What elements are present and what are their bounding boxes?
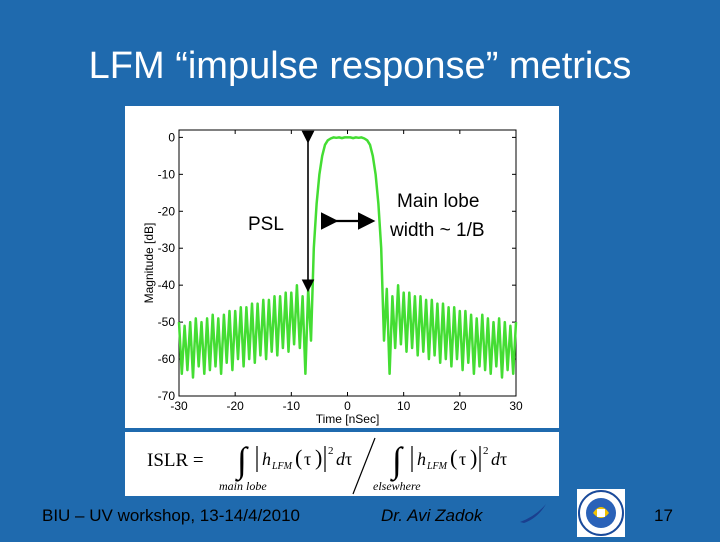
x-tick-label: 30 [509, 399, 523, 413]
footer-workshop: BIU – UV workshop, 13-14/4/2010 [42, 506, 300, 525]
fraction-slash [352, 437, 376, 495]
x-axis-label: Time [nSec] [316, 412, 380, 426]
y-tick-label: -50 [158, 315, 176, 329]
svg-text:τ: τ [500, 449, 507, 469]
slide-title: LFM “impulse response” metrics [88, 45, 632, 87]
impulse-response-chart: -30 -20 -10 0 10 20 30 0 -10 -20 -30 -40 -50 -60 -70 Ti… [142, 129, 523, 426]
numerator-integral: ∫ h LFM ( τ ) 2 d τ [235, 440, 352, 482]
y-axis-label: Magnitude [dB] [142, 223, 156, 304]
y-tick-label: 0 [168, 130, 175, 144]
denominator-integral: ∫ h LFM ( τ ) 2 d τ [390, 440, 507, 482]
svg-text:LFM: LFM [426, 461, 448, 472]
svg-text:h: h [417, 449, 426, 469]
x-tick-label: 20 [453, 399, 467, 413]
svg-text:): ) [470, 445, 477, 470]
svg-text:τ: τ [304, 449, 311, 469]
swoosh-icon [520, 504, 546, 523]
plot-frame [178, 129, 517, 397]
svg-text:τ: τ [345, 449, 352, 469]
svg-text:LFM: LFM [271, 461, 293, 472]
islr-formula-panel: ISLR = ∫ h LFM ( τ ) 2 d τ main lobe ∫ h… [125, 432, 559, 496]
denominator-subscript: elsewhere [373, 479, 421, 493]
svg-text:(: ( [295, 445, 302, 470]
svg-text:∫: ∫ [235, 440, 249, 482]
svg-text:∫: ∫ [390, 440, 404, 482]
main-lobe-label-line2: width ~ 1/B [390, 220, 485, 241]
y-tick-label: -70 [158, 389, 176, 403]
y-tick-label: -30 [158, 241, 176, 255]
x-tick-label: -10 [283, 399, 301, 413]
plot-panel: -30 -20 -10 0 10 20 30 0 -10 -20 -30 -40 -50 -60 -70 Ti… [125, 106, 559, 428]
page-number: 17 [654, 506, 673, 525]
svg-text:(: ( [450, 445, 457, 470]
main-lobe-label-line1: Main lobe [397, 191, 480, 212]
numerator-subscript: main lobe [219, 479, 267, 493]
psl-label: PSL [248, 214, 284, 235]
x-tick-label: 0 [344, 399, 351, 413]
y-tick-label: -20 [158, 204, 176, 218]
svg-text:): ) [315, 445, 322, 470]
footer-author: Dr. Avi Zadok [381, 506, 483, 525]
x-tick-label: 10 [397, 399, 411, 413]
series-line-0 [177, 136, 518, 379]
university-logo [577, 489, 625, 537]
svg-text:2: 2 [328, 445, 334, 457]
svg-text:d: d [336, 449, 346, 469]
y-tick-label: -10 [158, 167, 176, 181]
svg-text:d: d [491, 449, 501, 469]
x-tick-label: -20 [226, 399, 244, 413]
formula-lhs: ISLR = [147, 450, 204, 471]
x-tick-label: -30 [170, 399, 188, 413]
svg-text:h: h [262, 449, 271, 469]
svg-text:τ: τ [459, 449, 466, 469]
y-tick-label: -60 [158, 352, 176, 366]
svg-text:2: 2 [483, 445, 489, 457]
islr-formula: ISLR = ∫ h LFM ( τ ) 2 d τ main lobe ∫ h… [147, 437, 507, 495]
y-tick-label: -40 [158, 278, 176, 292]
